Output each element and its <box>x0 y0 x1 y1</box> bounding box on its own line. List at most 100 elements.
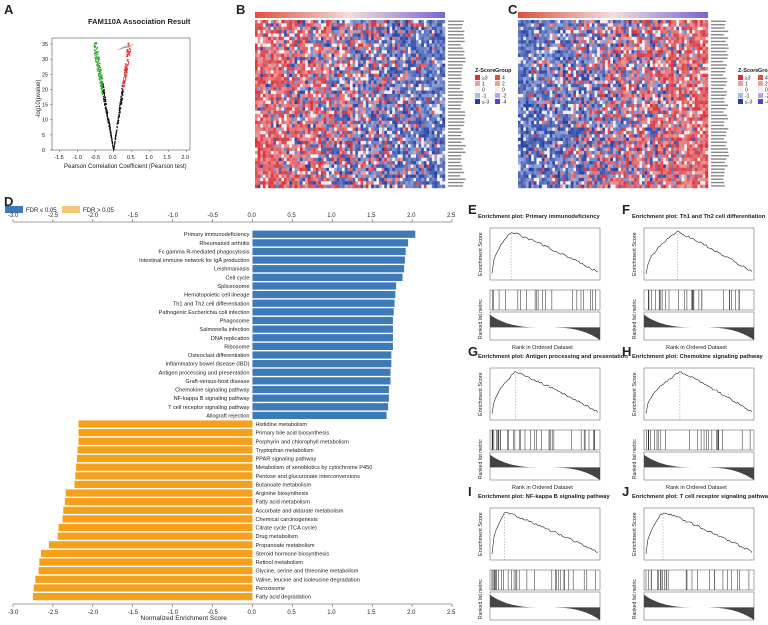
heatmap-cell <box>363 110 367 115</box>
heatmap-cell <box>276 43 279 48</box>
heatmap-cell <box>257 50 261 54</box>
heatmap-cell <box>365 23 369 27</box>
heatmap-cell <box>315 60 319 64</box>
volcano-point <box>94 57 97 59</box>
heatmap-cell <box>331 73 335 78</box>
heatmap-cell <box>291 43 295 48</box>
heatmap-cell <box>302 33 306 37</box>
heatmap-cell <box>418 171 422 175</box>
heatmap-cell <box>402 151 406 155</box>
heatmap-cell <box>442 137 446 142</box>
heatmap-cell <box>334 90 338 95</box>
y-tick-label: 35 <box>42 42 48 48</box>
heatmap-cell <box>429 87 433 91</box>
heatmap-cell <box>342 43 345 48</box>
heatmap-cell <box>299 167 303 172</box>
heatmap-cell <box>310 154 314 158</box>
heatmap-cell <box>397 100 401 105</box>
heatmap-cell <box>276 181 279 185</box>
group-bar <box>518 12 708 18</box>
heatmap-cell <box>262 87 266 91</box>
heatmap-cell <box>318 184 322 189</box>
heatmap-cell <box>421 67 425 71</box>
volcano-point <box>120 108 122 110</box>
heatmap-cell <box>313 73 316 78</box>
heatmap-cell <box>410 181 414 185</box>
heatmap-cell <box>408 140 411 145</box>
heatmap-cell <box>589 30 593 34</box>
heatmap-cell <box>421 30 425 34</box>
heatmap-cell <box>360 107 364 111</box>
heatmap-cell <box>392 114 396 118</box>
heatmap-cell <box>265 90 269 95</box>
heatmap-cell <box>544 36 548 41</box>
heatmap-cell <box>405 73 409 78</box>
heatmap-cell <box>360 104 364 108</box>
heatmap-cell <box>334 60 338 64</box>
heatmap-cell <box>336 110 340 115</box>
heatmap-cell <box>426 67 430 71</box>
heatmap-cell <box>326 26 330 31</box>
heatmap-cell <box>413 100 417 105</box>
heatmap-cell <box>310 80 314 85</box>
heatmap-cell <box>415 70 419 74</box>
heatmap-cell <box>568 40 571 44</box>
heatmap-cell <box>405 144 409 148</box>
heatmap-cell <box>342 120 345 125</box>
heatmap-cell <box>262 140 266 145</box>
volcano-point <box>98 59 100 61</box>
heatmap-cell <box>257 70 261 74</box>
heatmap-cell <box>323 30 327 34</box>
heatmap-cell <box>255 93 258 98</box>
heatmap-cell <box>255 90 258 95</box>
heatmap-cell <box>286 50 290 54</box>
heatmap-cell <box>394 73 398 78</box>
heatmap-cell <box>255 177 258 182</box>
heatmap-cell <box>310 23 314 27</box>
heatmap-cell <box>360 147 364 152</box>
heatmap-cell <box>342 90 345 95</box>
label-leader <box>123 46 131 48</box>
heatmap-cell <box>297 181 301 185</box>
heatmap-cell <box>647 23 651 27</box>
heatmap-cell <box>421 70 425 74</box>
heatmap-cell <box>392 151 396 155</box>
heatmap-cell <box>344 107 348 111</box>
heatmap-cell <box>331 157 335 162</box>
heatmap-cell <box>355 60 359 64</box>
heatmap-cell <box>415 80 419 85</box>
heatmap-cell <box>331 87 335 91</box>
heatmap-cell <box>525 40 529 44</box>
heatmap-cell <box>305 77 308 81</box>
heatmap-cell <box>276 157 279 162</box>
heatmap-cell <box>291 167 295 172</box>
heatmap-cell <box>686 23 690 27</box>
heatmap-cell <box>257 83 261 88</box>
heatmap-cell <box>276 144 279 148</box>
heatmap-cell <box>570 40 574 44</box>
heatmap-cell <box>684 40 688 44</box>
heatmap-cell <box>437 147 440 152</box>
heatmap-cell <box>626 40 630 44</box>
heatmap-cell <box>284 23 287 27</box>
heatmap-cell <box>437 40 440 44</box>
heatmap-cell <box>394 137 398 142</box>
heatmap-cell <box>307 90 311 95</box>
heatmap-cell <box>278 40 282 44</box>
heatmap-cell <box>257 137 261 142</box>
heatmap-cell <box>413 87 417 91</box>
heatmap-cell <box>365 110 369 115</box>
heatmap-cell <box>389 20 393 24</box>
heatmap-cell <box>413 67 417 71</box>
heatmap-cell <box>334 73 338 78</box>
heatmap-cell <box>268 20 272 24</box>
panel-letter-e: E <box>468 202 477 217</box>
heatmap-cell <box>326 140 330 145</box>
heatmap-cell <box>400 56 403 61</box>
heatmap-cell <box>360 151 364 155</box>
heatmap-cell <box>439 140 443 145</box>
heatmap-cell <box>307 63 311 68</box>
heatmap-cell <box>442 130 446 135</box>
heatmap-cell <box>626 23 630 27</box>
heatmap-cell <box>305 124 308 128</box>
